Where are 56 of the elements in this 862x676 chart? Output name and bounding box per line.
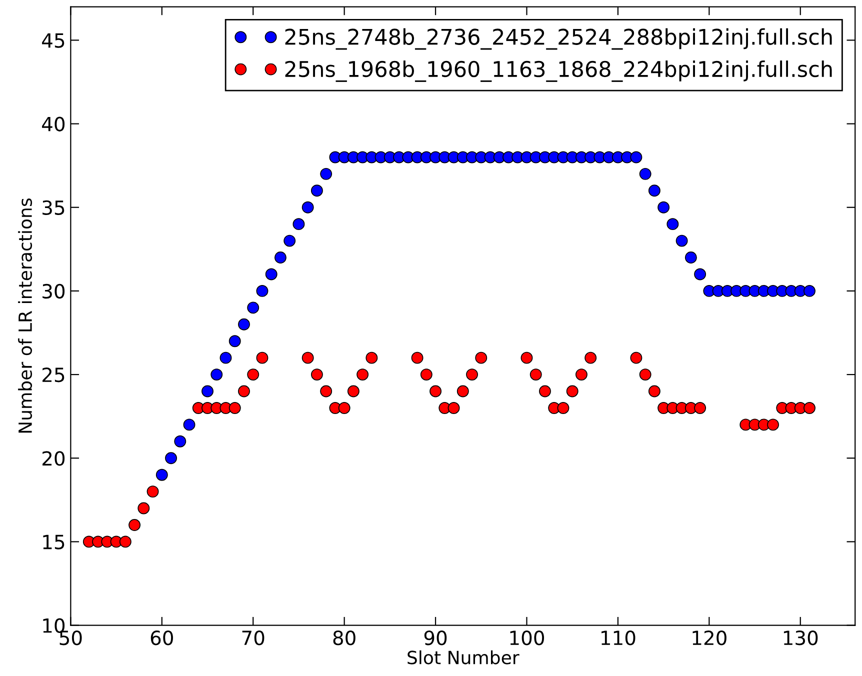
point	[466, 368, 478, 381]
point	[639, 368, 652, 381]
y-tick-label: 35	[42, 200, 64, 216]
point	[320, 385, 332, 398]
point	[804, 402, 816, 414]
y-tick-label: 45	[42, 33, 64, 48]
point	[256, 352, 268, 364]
point	[356, 368, 369, 381]
point	[247, 368, 260, 381]
point	[694, 402, 706, 414]
point	[648, 385, 660, 398]
point	[430, 385, 442, 398]
y-axis-title: Number of LR interactions	[18, 198, 32, 433]
point	[146, 486, 159, 498]
point	[557, 402, 570, 414]
point	[310, 368, 323, 381]
point	[448, 402, 460, 414]
point	[238, 385, 250, 398]
y-tick-label: 30	[42, 284, 65, 299]
y-tick-label: 10	[43, 618, 65, 633]
point	[475, 352, 488, 364]
point	[347, 385, 360, 398]
point	[420, 368, 432, 381]
y-tick-label: 40	[42, 116, 65, 132]
x-tick-label: 60	[150, 630, 173, 646]
point	[530, 368, 542, 381]
x-tick-label: 120	[692, 630, 726, 646]
x-axis-title: Slot Number	[408, 650, 520, 664]
point	[566, 385, 578, 398]
legend-label: 25ns_1968b_1960_1163_1868_224bpi12inj.full.sch	[285, 60, 832, 82]
y-tick-label: 15	[43, 534, 64, 550]
point	[228, 402, 241, 414]
point	[128, 519, 141, 531]
point	[119, 536, 132, 548]
y-tick-label: 25	[42, 367, 64, 382]
point	[366, 352, 378, 364]
legend-label: 25ns_2748b_2736_2452_2524_288bpi12inj.full.sch	[285, 28, 832, 50]
point	[584, 352, 597, 364]
point	[520, 352, 533, 364]
x-tick-label: 80	[333, 630, 356, 646]
point	[575, 368, 588, 381]
point	[138, 502, 150, 514]
point	[456, 385, 469, 398]
point	[630, 352, 642, 364]
x-tick-label: 100	[510, 630, 544, 646]
point	[767, 418, 779, 431]
x-tick-label: 50	[60, 630, 82, 646]
point	[411, 352, 424, 364]
x-tick-label: 70	[242, 630, 264, 646]
x-tick-label: 130	[784, 630, 818, 646]
point	[539, 385, 551, 398]
x-tick-label: 90	[424, 630, 447, 646]
y-tick-label: 20	[42, 451, 65, 466]
point	[302, 352, 314, 364]
x-tick-label: 110	[602, 630, 636, 646]
point	[338, 402, 350, 414]
